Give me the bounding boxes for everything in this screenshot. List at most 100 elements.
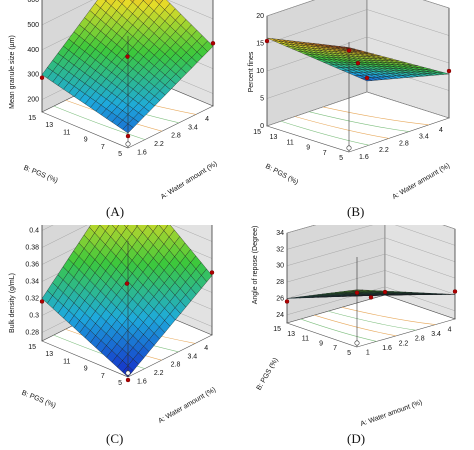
x-tick-label: 4 [205,116,209,123]
design-point [125,54,130,59]
x-tick-label: 2.8 [171,362,181,369]
x-tick-label: 4 [204,345,208,352]
z-tick-label: 500 [27,22,39,29]
design-point [354,290,360,295]
design-point [452,289,458,294]
z-axis-title: Percent fines [248,51,255,92]
y-tick-label: 13 [287,331,295,338]
design-point [209,270,215,275]
x-axis-title: A: Water amount (%) [360,399,424,428]
z-tick-label: 15 [256,41,264,48]
y-tick-label: 7 [333,345,337,352]
z-tick-label: 28 [276,279,284,286]
x-tick-label: 1.6 [382,345,392,352]
design-point-open [125,370,131,376]
x-tick-label: 2.2 [154,141,164,148]
x-tick-label: 2.8 [415,336,425,343]
z-tick-label: 0.36 [25,262,39,269]
panel-label-a: (A) [106,204,125,219]
design-point [346,48,352,53]
z-tick-label: 0.28 [25,330,39,337]
design-point [39,299,45,304]
chart-panel-d: 24 26 28 30 32 34 1 1.6 2.2 2.8 3.4 4 5 7 9 11 13 15 Angle… [237,225,474,450]
x-tick-label: 4 [439,127,443,134]
y-tick-label: 9 [306,145,310,152]
y-tick-label: 5 [339,155,343,162]
x-axis-title: A: Water amount (%) [157,386,217,425]
y-tick-label: 9 [319,340,323,347]
y-tick-label: 7 [323,150,327,157]
y-tick-label: 15 [28,344,36,351]
z-tick-label: 20 [256,13,264,20]
x-tick-label: 2.2 [154,370,164,377]
surface-cell [135,225,139,227]
wall-gridline [266,9,450,44]
x-tick-label: 2.2 [399,340,409,347]
design-point-open [125,141,131,147]
z-tick-label: 0.3 [29,313,39,320]
design-point [125,377,131,383]
design-point-open [346,145,352,151]
y-tick-label: 11 [63,129,70,136]
wall-gridline [41,0,214,26]
y-tick-label: 9 [84,366,88,373]
x-tick-label: 4 [448,326,452,333]
z-tick-label: 0.32 [25,296,39,303]
x-axis-title: A: Water amount (%) [391,162,451,201]
design-point [382,289,388,295]
wall-gridline [266,36,450,72]
y-tick-label: 5 [118,151,122,158]
z-tick-label: 0.4 [29,228,39,235]
y-tick-label: 7 [101,373,105,380]
y-tick-label: 11 [302,336,309,343]
y-tick-label: 15 [253,129,261,136]
floor-contour-line [328,310,416,331]
z-tick-label: 32 [276,246,284,253]
y-tick-label: 9 [84,137,88,144]
chart-panel-c: 0.280.30.320.340.360.380.40.421.62.22.83… [0,225,237,450]
wall-gridline [286,225,456,250]
z-tick-label: 300 [27,72,39,79]
x-tick-label: 1.6 [137,378,147,385]
z-axis-title: Angle of repose (Degree) [252,226,259,305]
z-tick-label: 0 [260,123,264,130]
y-tick-label: 11 [287,139,294,146]
z-tick-label: 30 [276,263,284,270]
x-tick-label: 1 [366,350,370,357]
panel-label-b: (B) [347,204,365,219]
design-point [284,299,290,304]
floor-contour-line [341,307,436,325]
floor-contour-line [280,120,370,146]
chart-panel-b: 0 5 10 15 20 1.6 2.2 2.8 3.4 4 5 7 9 11 13 15 Percent fi… [237,0,474,225]
design-point [446,68,452,74]
design-point-open [354,340,360,346]
y-axis-title: B: PGS (%) [264,163,299,186]
floor-contour-line [294,116,390,139]
z-tick-label: 34 [276,230,284,237]
design-point [39,75,45,80]
y-tick-label: 7 [101,144,105,151]
z-tick-label: 400 [27,47,39,54]
y-axis-title: B: PGS (%) [22,165,58,185]
design-point [124,281,130,286]
wall-gridline [266,91,450,127]
z-tick-label: 26 [276,295,284,302]
chart-panel-a: 200 300 400 500 600 1.6 2.2 2.8 3.4 4 5 7 9 11 13 15 Mea… [0,0,237,225]
y-tick-label: 13 [45,351,53,358]
design-point [210,41,216,46]
y-tick-label: 15 [273,326,281,333]
chart-a-svg: 200 300 400 500 600 1.6 2.2 2.8 3.4 4 5 7 9 11 13 15 Mea… [9,0,219,201]
y-tick-label: 11 [63,358,70,365]
panel-label-d: (D) [347,431,366,446]
surface-cell [352,289,364,291]
y-axis-title: B: PGS (%) [20,390,56,410]
wall-gridline [41,225,213,248]
y-tick-label: 13 [45,122,53,129]
x-tick-label: 1.6 [137,149,147,156]
z-tick-label: 600 [27,0,39,4]
wall-gridline [266,0,450,17]
surface-cell [130,0,135,3]
z-tick-label: 0.34 [25,279,39,286]
x-tick-label: 3.4 [188,124,198,131]
floor-contour-line [314,314,397,337]
